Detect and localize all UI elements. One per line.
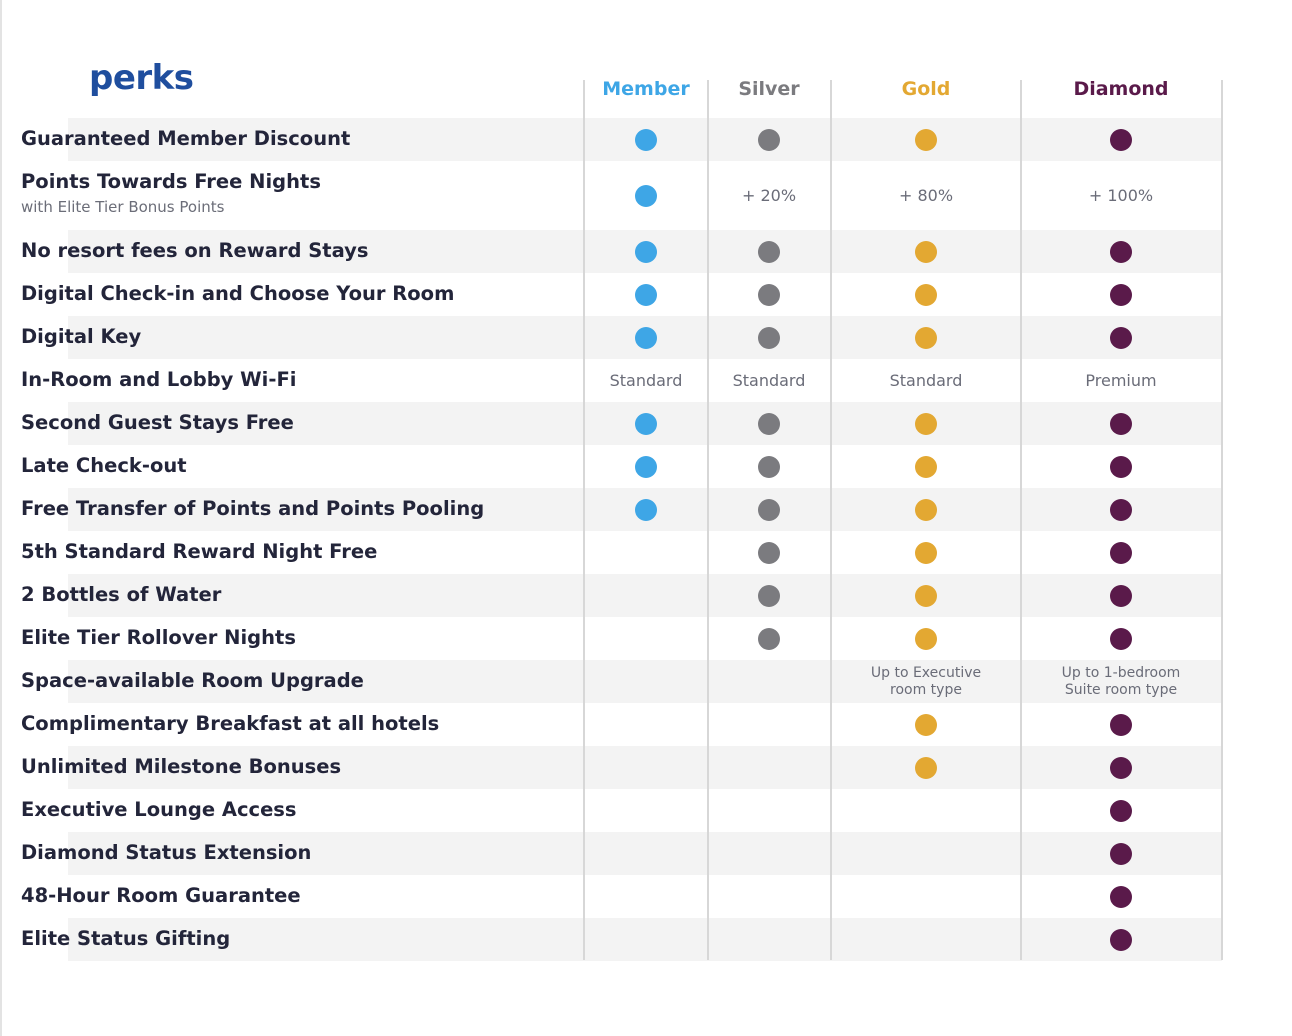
gold-included-dot bbox=[915, 283, 937, 306]
diamond-cell-text: + 100% bbox=[1088, 185, 1154, 205]
gold-included-dot bbox=[915, 455, 937, 478]
perk-label: Guaranteed Member Discount bbox=[21, 127, 351, 150]
silver-included-dot bbox=[758, 240, 780, 263]
silver-cell-text: + 20% bbox=[741, 185, 797, 205]
gold-included-dot bbox=[915, 713, 937, 736]
member-included-dot bbox=[635, 455, 657, 478]
member-included-dot bbox=[635, 326, 657, 349]
perk-label: Diamond Status Extension bbox=[21, 841, 312, 864]
silver-included-dot bbox=[758, 627, 780, 650]
tier-header-gold: Gold bbox=[901, 78, 951, 100]
diamond-cell-text: Premium bbox=[1085, 370, 1157, 390]
diamond-included-dot bbox=[1110, 713, 1132, 736]
diamond-included-dot bbox=[1110, 928, 1132, 951]
column-divider bbox=[830, 80, 832, 960]
perk-row bbox=[68, 746, 1222, 789]
gold-cell-text: Up to Executive room type bbox=[870, 664, 982, 698]
perk-sublabel: with Elite Tier Bonus Points bbox=[21, 198, 225, 216]
diamond-included-dot bbox=[1110, 326, 1132, 349]
perk-label: Unlimited Milestone Bonuses bbox=[21, 755, 342, 778]
perk-label: 48-Hour Room Guarantee bbox=[21, 884, 301, 907]
column-divider bbox=[1020, 80, 1022, 960]
diamond-included-dot bbox=[1110, 541, 1132, 564]
perk-label: Free Transfer of Points and Points Pooli… bbox=[21, 497, 485, 520]
column-divider bbox=[1221, 80, 1223, 960]
silver-included-dot bbox=[758, 584, 780, 607]
perk-label: No resort fees on Reward Stays bbox=[21, 239, 369, 262]
silver-included-dot bbox=[758, 326, 780, 349]
gold-included-dot bbox=[915, 498, 937, 521]
gold-included-dot bbox=[915, 756, 937, 779]
member-included-dot bbox=[635, 128, 657, 151]
perk-label: Points Towards Free Nights bbox=[21, 170, 321, 193]
perk-label: Late Check-out bbox=[21, 454, 187, 477]
perk-label: Elite Tier Rollover Nights bbox=[21, 626, 296, 649]
tier-header-member: Member bbox=[602, 78, 690, 100]
diamond-included-dot bbox=[1110, 584, 1132, 607]
gold-included-dot bbox=[915, 128, 937, 151]
perk-label: Digital Key bbox=[21, 325, 142, 348]
perk-label: In-Room and Lobby Wi-Fi bbox=[21, 368, 297, 391]
gold-included-dot bbox=[915, 326, 937, 349]
diamond-included-dot bbox=[1110, 240, 1132, 263]
gold-included-dot bbox=[915, 627, 937, 650]
gold-cell-text: Standard bbox=[889, 370, 963, 390]
silver-included-dot bbox=[758, 455, 780, 478]
diamond-included-dot bbox=[1110, 627, 1132, 650]
gold-cell-text: + 80% bbox=[898, 185, 954, 205]
gold-included-dot bbox=[915, 541, 937, 564]
silver-included-dot bbox=[758, 283, 780, 306]
gold-included-dot bbox=[915, 584, 937, 607]
perk-label: Digital Check-in and Choose Your Room bbox=[21, 282, 455, 305]
perk-label: Complimentary Breakfast at all hotels bbox=[21, 712, 440, 735]
member-included-dot bbox=[635, 184, 657, 207]
gold-included-dot bbox=[915, 412, 937, 435]
perk-label: Executive Lounge Access bbox=[21, 798, 297, 821]
member-included-dot bbox=[635, 283, 657, 306]
gold-included-dot bbox=[915, 240, 937, 263]
diamond-included-dot bbox=[1110, 455, 1132, 478]
diamond-included-dot bbox=[1110, 128, 1132, 151]
tier-header-diamond: Diamond bbox=[1073, 78, 1169, 100]
perk-label: 5th Standard Reward Night Free bbox=[21, 540, 378, 563]
diamond-cell-text: Up to 1-bedroom Suite room type bbox=[1061, 664, 1181, 698]
silver-included-dot bbox=[758, 541, 780, 564]
diamond-included-dot bbox=[1110, 799, 1132, 822]
perk-label: Space-available Room Upgrade bbox=[21, 669, 364, 692]
diamond-included-dot bbox=[1110, 885, 1132, 908]
member-included-dot bbox=[635, 240, 657, 263]
diamond-included-dot bbox=[1110, 756, 1132, 779]
silver-cell-text: Standard bbox=[732, 370, 806, 390]
silver-included-dot bbox=[758, 412, 780, 435]
diamond-included-dot bbox=[1110, 283, 1132, 306]
diamond-included-dot bbox=[1110, 412, 1132, 435]
page-title: perks bbox=[89, 58, 194, 98]
silver-included-dot bbox=[758, 128, 780, 151]
diamond-included-dot bbox=[1110, 498, 1132, 521]
column-divider bbox=[707, 80, 709, 960]
perk-label: 2 Bottles of Water bbox=[21, 583, 222, 606]
column-divider bbox=[583, 80, 585, 960]
member-included-dot bbox=[635, 412, 657, 435]
tier-header-silver: Silver bbox=[738, 78, 800, 100]
silver-included-dot bbox=[758, 498, 780, 521]
perk-label: Second Guest Stays Free bbox=[21, 411, 294, 434]
member-cell-text: Standard bbox=[609, 370, 683, 390]
perk-row bbox=[68, 574, 1222, 617]
perk-row bbox=[68, 918, 1222, 961]
perk-label: Elite Status Gifting bbox=[21, 927, 231, 950]
perk-row bbox=[68, 832, 1222, 875]
perk-row bbox=[68, 660, 1222, 703]
diamond-included-dot bbox=[1110, 842, 1132, 865]
member-included-dot bbox=[635, 498, 657, 521]
